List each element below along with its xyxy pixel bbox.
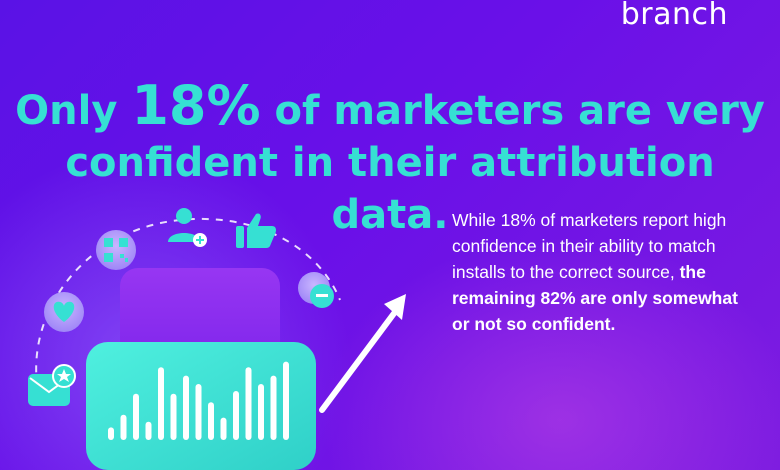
chart-bar	[170, 393, 177, 440]
body-paragraph: While 18% of marketers report high confi…	[452, 207, 752, 337]
thumbs-up-icon	[236, 213, 276, 248]
body-normal-text: While 18% of marketers report high confi…	[452, 210, 727, 282]
headline-prefix: Only	[15, 88, 132, 134]
chart-bar	[195, 384, 202, 440]
headline-line2: confident in their attribution data.	[65, 140, 715, 238]
mail-star-icon	[28, 364, 76, 406]
dashed-orbit	[35, 218, 341, 401]
chart-bar	[283, 361, 289, 440]
chart-bar	[208, 402, 214, 440]
chart-bar	[145, 421, 152, 440]
chart-bar	[245, 367, 252, 440]
chart-bar	[270, 375, 277, 440]
headline: Only 18% of marketers are very confident…	[0, 79, 780, 241]
chart-bar	[183, 375, 189, 440]
qr-code-icon	[96, 230, 136, 270]
chart-bar	[220, 417, 227, 440]
branch-logo[interactable]: branch	[620, 0, 728, 32]
chart-bar	[158, 367, 164, 440]
chart-bar	[233, 391, 239, 440]
chat-icon	[298, 272, 334, 308]
illustration	[28, 208, 406, 470]
growth-arrow-icon	[319, 294, 406, 413]
bar-chart	[108, 361, 289, 440]
user-add-icon	[168, 208, 207, 247]
chart-bar	[258, 384, 264, 440]
headline-line1-suffix: of marketers are very	[260, 88, 765, 134]
chart-bar	[108, 427, 114, 440]
chart-bar	[133, 393, 139, 440]
body-bold-text: the remaining 82% are only somewhat or n…	[452, 262, 738, 334]
heart-icon	[44, 292, 84, 332]
chart-bar	[120, 414, 127, 440]
headline-highlight: 18%	[131, 74, 261, 137]
